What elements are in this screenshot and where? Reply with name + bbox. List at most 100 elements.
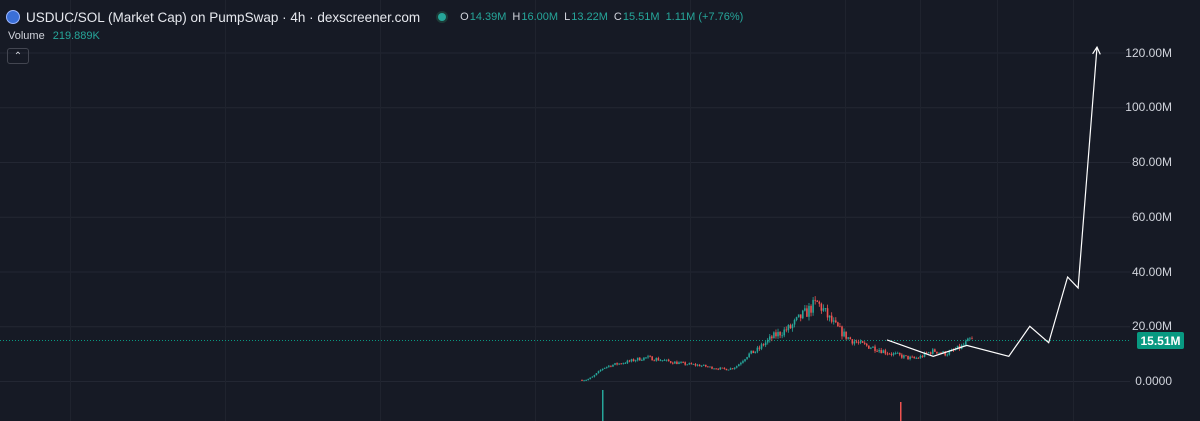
candle-body <box>671 362 674 364</box>
candle-body <box>826 308 829 318</box>
candle-body <box>641 360 643 361</box>
candle-body <box>589 377 592 380</box>
candle-body <box>828 315 831 318</box>
ohlc-high: H16.00M <box>512 11 559 23</box>
candle-body <box>820 303 823 311</box>
candle-body <box>688 363 691 365</box>
arrowhead <box>1092 45 1101 55</box>
candle-body <box>616 363 618 365</box>
candle-body <box>634 360 637 362</box>
candle-body <box>894 353 897 354</box>
candle-body <box>665 359 668 361</box>
candle-body <box>898 352 901 355</box>
candle-body <box>738 364 740 367</box>
candle-body <box>919 355 922 359</box>
candle-body <box>849 337 852 340</box>
candle-body <box>628 360 631 362</box>
candle-body <box>620 363 623 365</box>
candle-series <box>581 296 973 382</box>
ohlc-open: O14.39M <box>460 11 507 23</box>
candle-body <box>692 364 695 365</box>
candle-body <box>824 308 827 310</box>
collapse-legend-button[interactable]: ⌃ <box>7 48 29 64</box>
volume-value: 219.889K <box>52 30 100 42</box>
candle-body <box>758 347 761 349</box>
candle-body <box>601 368 604 371</box>
candle-body <box>962 344 965 346</box>
candle-body <box>791 324 794 329</box>
candle-body <box>892 353 895 355</box>
volume-legend: Volume 219.889K <box>8 30 100 42</box>
y-tick-label: 60.00M <box>1131 209 1172 224</box>
candle-body <box>653 360 656 362</box>
candle-body <box>733 367 736 369</box>
candle-body <box>936 351 938 354</box>
candle-body <box>787 325 790 331</box>
candle-body <box>903 355 905 358</box>
candle-body <box>810 305 812 313</box>
candle-body <box>707 366 709 368</box>
ohlc-low: L13.22M <box>564 11 608 23</box>
chart-legend: USDUC/SOL (Market Cap) on PumpSwap · 4h … <box>6 7 743 27</box>
y-tick-label: 40.00M <box>1131 264 1172 279</box>
candle-body <box>750 350 753 354</box>
candle-body <box>744 359 746 362</box>
candle-body <box>781 335 783 337</box>
candle-body <box>783 329 786 336</box>
candle-body <box>682 362 684 363</box>
candle-body <box>857 342 860 344</box>
candle-body <box>801 310 804 319</box>
candle-body <box>636 357 639 361</box>
candle-body <box>915 357 918 359</box>
candle-body <box>754 351 757 354</box>
candle-body <box>690 363 693 365</box>
chart-title: USDUC/SOL (Market Cap) on PumpSwap · 4h … <box>26 9 421 25</box>
candle-body <box>847 337 849 339</box>
candle-body <box>832 320 835 322</box>
candle-body <box>649 356 651 358</box>
candle-body <box>603 367 606 369</box>
candle-body <box>727 369 730 371</box>
candle-body <box>863 342 866 344</box>
candle-body <box>804 308 806 311</box>
candle-body <box>931 349 934 354</box>
candle-body <box>971 338 973 340</box>
volume-label: Volume <box>8 30 45 42</box>
candle-body <box>771 336 773 339</box>
y-tick-label: 100.00M <box>1125 100 1172 115</box>
candle-body <box>954 349 957 351</box>
candle-body <box>721 367 724 369</box>
candle-body <box>709 366 711 368</box>
candle-body <box>752 350 755 354</box>
candle-body <box>818 301 821 304</box>
candle-body <box>595 373 598 376</box>
candle-body <box>723 367 726 369</box>
candle-body <box>923 352 926 357</box>
candle-body <box>785 329 788 331</box>
candle-body <box>853 341 856 344</box>
candle-body <box>911 356 913 358</box>
candle-body <box>632 359 635 362</box>
candle-body <box>837 322 839 327</box>
candle-body <box>890 353 893 355</box>
candle-body <box>934 349 936 352</box>
candle-body <box>830 315 833 322</box>
candle-body <box>655 358 658 361</box>
candle-body <box>731 368 734 370</box>
candle-body <box>626 360 629 364</box>
candle-body <box>674 361 676 364</box>
projection-drawing <box>886 45 1101 358</box>
candle-body <box>870 347 872 349</box>
candle-body <box>777 331 779 337</box>
candle-body <box>705 364 707 367</box>
candle-body <box>702 364 705 366</box>
candle-body <box>913 356 916 359</box>
candle-body <box>816 300 819 302</box>
candle-body <box>651 356 653 361</box>
candle-body <box>797 314 800 318</box>
candle-body <box>839 326 841 328</box>
candle-body <box>643 357 645 361</box>
candle-body <box>696 364 699 366</box>
candle-body <box>618 363 620 365</box>
